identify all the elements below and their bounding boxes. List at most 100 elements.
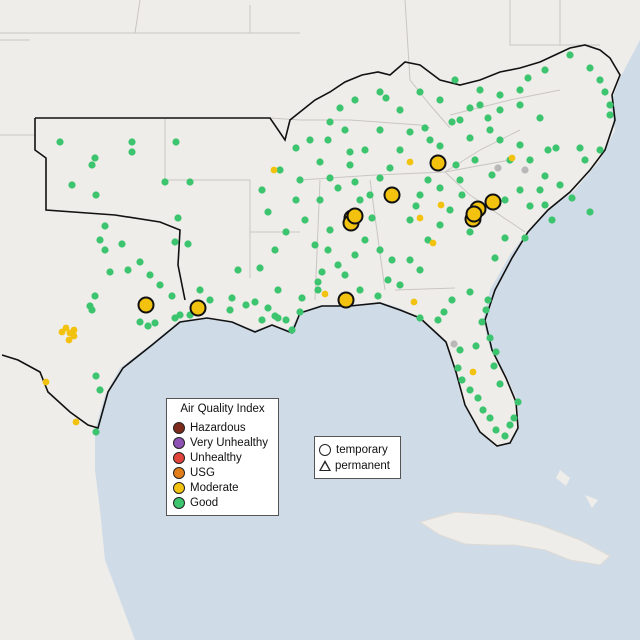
good-monitor-dot[interactable] xyxy=(161,178,169,186)
good-monitor-dot[interactable] xyxy=(298,294,306,302)
good-monitor-dot[interactable] xyxy=(196,286,204,294)
good-monitor-dot[interactable] xyxy=(556,181,564,189)
good-monitor-dot[interactable] xyxy=(416,191,424,199)
good-monitor-dot[interactable] xyxy=(491,254,499,262)
good-monitor-dot[interactable] xyxy=(440,308,448,316)
good-monitor-dot[interactable] xyxy=(484,296,492,304)
good-monitor-dot[interactable] xyxy=(326,226,334,234)
good-monitor-dot[interactable] xyxy=(601,88,609,96)
moderate-temporary-monitor[interactable] xyxy=(337,291,355,309)
good-monitor-dot[interactable] xyxy=(91,292,99,300)
good-monitor-dot[interactable] xyxy=(91,154,99,162)
good-monitor-dot[interactable] xyxy=(366,191,374,199)
good-monitor-dot[interactable] xyxy=(156,281,164,289)
good-monitor-dot[interactable] xyxy=(346,161,354,169)
good-monitor-dot[interactable] xyxy=(368,214,376,222)
good-monitor-dot[interactable] xyxy=(274,286,282,294)
good-monitor-dot[interactable] xyxy=(234,266,242,274)
good-monitor-dot[interactable] xyxy=(326,174,334,182)
moderate-temporary-monitor[interactable] xyxy=(465,205,483,223)
good-monitor-dot[interactable] xyxy=(186,178,194,186)
moderate-monitor-dot[interactable] xyxy=(58,328,66,336)
moderate-temporary-monitor[interactable] xyxy=(484,193,502,211)
good-monitor-dot[interactable] xyxy=(606,111,614,119)
good-monitor-dot[interactable] xyxy=(524,74,532,82)
good-monitor-dot[interactable] xyxy=(501,432,509,440)
good-monitor-dot[interactable] xyxy=(484,114,492,122)
good-monitor-dot[interactable] xyxy=(351,96,359,104)
good-monitor-dot[interactable] xyxy=(184,240,192,248)
good-monitor-dot[interactable] xyxy=(376,88,384,96)
good-monitor-dot[interactable] xyxy=(101,246,109,254)
good-monitor-dot[interactable] xyxy=(448,296,456,304)
moderate-monitor-dot[interactable] xyxy=(321,290,329,298)
good-monitor-dot[interactable] xyxy=(376,246,384,254)
good-monitor-dot[interactable] xyxy=(406,128,414,136)
good-monitor-dot[interactable] xyxy=(136,258,144,266)
good-monitor-dot[interactable] xyxy=(436,96,444,104)
good-monitor-dot[interactable] xyxy=(374,292,382,300)
good-monitor-dot[interactable] xyxy=(492,426,500,434)
good-monitor-dot[interactable] xyxy=(228,294,236,302)
good-monitor-dot[interactable] xyxy=(456,116,464,124)
good-monitor-dot[interactable] xyxy=(416,266,424,274)
good-monitor-dot[interactable] xyxy=(301,216,309,224)
good-monitor-dot[interactable] xyxy=(412,202,420,210)
moderate-monitor-dot[interactable] xyxy=(42,378,50,386)
good-monitor-dot[interactable] xyxy=(396,146,404,154)
good-monitor-dot[interactable] xyxy=(382,94,390,102)
good-monitor-dot[interactable] xyxy=(172,138,180,146)
good-monitor-dot[interactable] xyxy=(361,236,369,244)
good-monitor-dot[interactable] xyxy=(282,228,290,236)
good-monitor-dot[interactable] xyxy=(541,172,549,180)
good-monitor-dot[interactable] xyxy=(492,348,500,356)
moderate-monitor-dot[interactable] xyxy=(65,336,73,344)
good-monitor-dot[interactable] xyxy=(276,166,284,174)
good-monitor-dot[interactable] xyxy=(351,178,359,186)
good-monitor-dot[interactable] xyxy=(474,394,482,402)
inactive-monitor-dot[interactable] xyxy=(521,166,529,174)
good-monitor-dot[interactable] xyxy=(144,322,152,330)
good-monitor-dot[interactable] xyxy=(446,206,454,214)
good-monitor-dot[interactable] xyxy=(274,314,282,322)
good-monitor-dot[interactable] xyxy=(264,208,272,216)
good-monitor-dot[interactable] xyxy=(324,246,332,254)
good-monitor-dot[interactable] xyxy=(482,306,490,314)
good-monitor-dot[interactable] xyxy=(496,136,504,144)
moderate-temporary-monitor[interactable] xyxy=(189,299,207,317)
good-monitor-dot[interactable] xyxy=(490,362,498,370)
good-monitor-dot[interactable] xyxy=(472,342,480,350)
good-monitor-dot[interactable] xyxy=(434,316,442,324)
good-monitor-dot[interactable] xyxy=(271,246,279,254)
good-monitor-dot[interactable] xyxy=(426,136,434,144)
good-monitor-dot[interactable] xyxy=(541,66,549,74)
good-monitor-dot[interactable] xyxy=(256,264,264,272)
good-monitor-dot[interactable] xyxy=(471,156,479,164)
good-monitor-dot[interactable] xyxy=(516,86,524,94)
good-monitor-dot[interactable] xyxy=(586,208,594,216)
good-monitor-dot[interactable] xyxy=(292,144,300,152)
moderate-monitor-dot[interactable] xyxy=(469,368,477,376)
good-monitor-dot[interactable] xyxy=(351,251,359,259)
good-monitor-dot[interactable] xyxy=(466,104,474,112)
moderate-monitor-dot[interactable] xyxy=(270,166,278,174)
good-monitor-dot[interactable] xyxy=(306,136,314,144)
good-monitor-dot[interactable] xyxy=(324,136,332,144)
good-monitor-dot[interactable] xyxy=(106,268,114,276)
good-monitor-dot[interactable] xyxy=(581,156,589,164)
good-monitor-dot[interactable] xyxy=(174,214,182,222)
good-monitor-dot[interactable] xyxy=(314,278,322,286)
good-monitor-dot[interactable] xyxy=(536,186,544,194)
good-monitor-dot[interactable] xyxy=(516,101,524,109)
good-monitor-dot[interactable] xyxy=(336,104,344,112)
good-monitor-dot[interactable] xyxy=(136,318,144,326)
good-monitor-dot[interactable] xyxy=(124,266,132,274)
good-monitor-dot[interactable] xyxy=(356,286,364,294)
good-monitor-dot[interactable] xyxy=(406,256,414,264)
good-monitor-dot[interactable] xyxy=(386,164,394,172)
good-monitor-dot[interactable] xyxy=(282,316,290,324)
good-monitor-dot[interactable] xyxy=(548,216,556,224)
good-monitor-dot[interactable] xyxy=(101,222,109,230)
good-monitor-dot[interactable] xyxy=(288,326,296,334)
good-monitor-dot[interactable] xyxy=(92,428,100,436)
